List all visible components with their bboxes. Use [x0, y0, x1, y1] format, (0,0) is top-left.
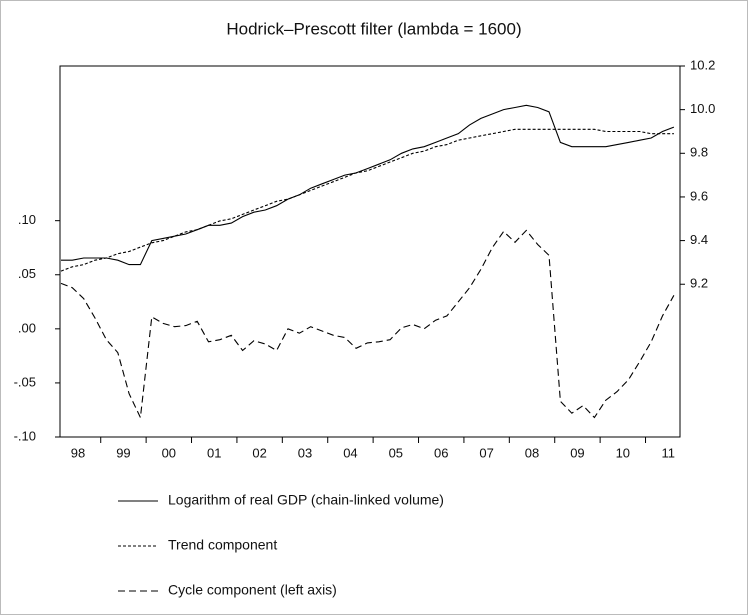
x-tick-label: 07	[479, 445, 493, 460]
y-tick-label: .10	[18, 212, 36, 227]
series-line	[60, 128, 674, 272]
y2-tick-label: 9.4	[690, 232, 708, 247]
y-tick-label: -.05	[14, 374, 36, 389]
x-tick-label: 08	[525, 445, 539, 460]
y-tick-label: -.10	[14, 428, 36, 443]
plot-frame	[59, 65, 681, 438]
y-tick-label: .00	[18, 320, 36, 335]
legend-label: Logarithm of real GDP (chain-linked volu…	[168, 492, 444, 508]
y2-tick-label: 9.8	[690, 145, 708, 160]
y2-tick-label: 9.2	[690, 276, 708, 291]
legend-label: Cycle component (left axis)	[168, 582, 337, 598]
x-tick-label: 04	[343, 445, 357, 460]
x-tick-label: 09	[570, 445, 584, 460]
x-tick-label: 05	[389, 445, 403, 460]
x-tick-label: 11	[661, 445, 675, 460]
x-tick-label: 99	[116, 445, 130, 460]
legend-label: Trend component	[168, 537, 277, 553]
y2-tick-label: 10.0	[690, 101, 715, 116]
series-line	[60, 229, 675, 420]
x-tick-label: 03	[298, 445, 312, 460]
x-tick-label: 98	[71, 445, 85, 460]
x-tick-label: 06	[434, 445, 448, 460]
y2-tick-label: 9.6	[690, 188, 708, 203]
x-tick-label: 01	[207, 445, 221, 460]
series-line	[61, 104, 675, 266]
x-tick-label: 10	[616, 445, 630, 460]
x-tick-label: 02	[252, 445, 266, 460]
x-tick-label: 00	[162, 445, 176, 460]
chart-title: Hodrick–Prescott filter (lambda = 1600)	[226, 19, 521, 38]
y-tick-label: .05	[18, 266, 36, 281]
y2-tick-label: 10.2	[690, 57, 715, 72]
